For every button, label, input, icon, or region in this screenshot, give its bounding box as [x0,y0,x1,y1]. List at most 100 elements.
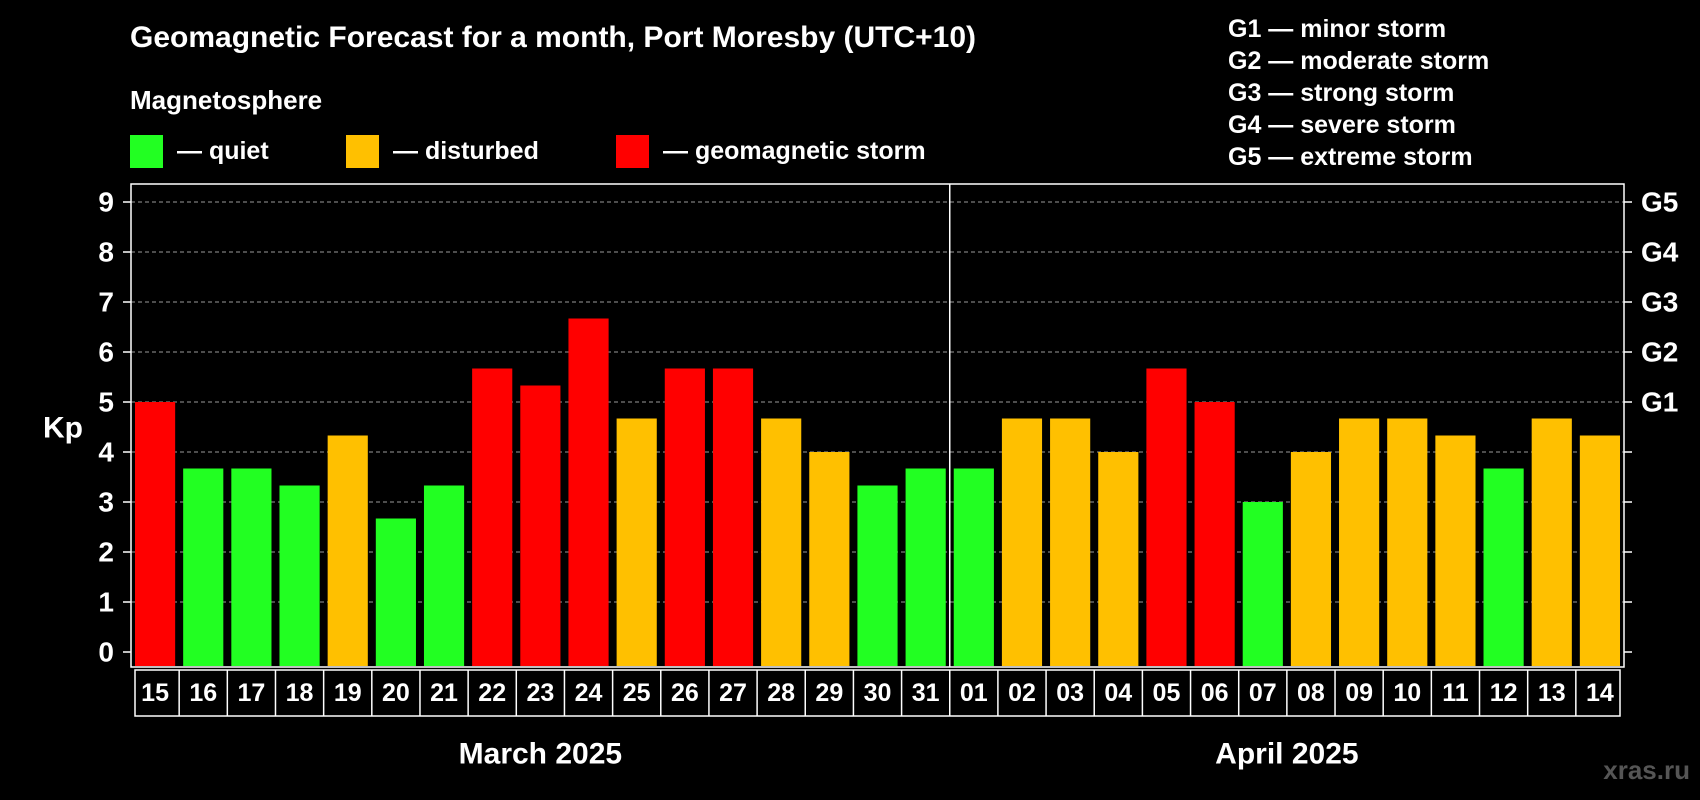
x-tick-label-11: 11 [1442,679,1469,707]
x-tick-label-01: 01 [960,679,988,707]
chart-title: Geomagnetic Forecast for a month, Port M… [130,21,976,54]
g-scale-g1: G1 — minor storm [1228,15,1447,43]
bar-30 [857,485,898,666]
bar-12 [1483,468,1524,666]
bar-27 [712,368,754,666]
bar-06 [1194,402,1235,666]
y-tick-label-2: 2 [98,537,114,568]
bar-02 [1001,418,1043,666]
y-tick-label-6: 6 [98,337,114,368]
x-tick-label-10: 10 [1393,679,1421,707]
x-tick-label-24: 24 [575,679,603,707]
x-tick-label-15: 15 [141,679,169,707]
right-tick-label-G5: G5 [1641,187,1678,218]
right-tick-label-G4: G4 [1641,237,1679,268]
right-tick-label-G1: G1 [1641,387,1678,418]
g-scale-g5: G5 — extreme storm [1228,143,1473,171]
x-tick-label-06: 06 [1201,679,1229,707]
x-tick-label-28: 28 [767,679,795,707]
bar-08 [1290,452,1332,666]
legend-swatch-quiet [130,134,163,168]
y-tick-label-1: 1 [98,587,114,618]
right-tick-label-G2: G2 [1641,337,1678,368]
x-tick-label-18: 18 [286,679,314,707]
x-tick-label-13: 13 [1538,679,1566,707]
month-label-0: March 2025 [459,738,622,771]
right-tick-label-G3: G3 [1641,287,1678,318]
bar-03 [1050,418,1091,666]
g-scale-legend: G1 — minor storm G2 — moderate storm G3 … [1228,13,1489,173]
x-tick-label-07: 07 [1249,679,1277,707]
bar-28 [761,418,802,666]
legend-swatch-disturbed [346,134,379,168]
legend-label-storm: — geomagnetic storm [663,136,926,165]
x-tick-label-14: 14 [1586,679,1614,707]
legend-storm: — geomagnetic storm [616,134,926,168]
x-tick-label-12: 12 [1490,679,1518,707]
g-scale-g2: G2 — moderate storm [1228,47,1490,75]
bar-11 [1435,435,1476,666]
x-tick-label-22: 22 [478,679,506,707]
y-tick-label-3: 3 [98,487,114,518]
x-tick-label-26: 26 [671,679,699,707]
bar-10 [1387,418,1428,666]
bar-24 [568,318,609,666]
legend-disturbed: — disturbed [346,134,539,168]
bar-22 [472,368,513,666]
x-tick-label-09: 09 [1345,679,1373,707]
bar-04 [1098,452,1139,666]
x-tick-label-29: 29 [815,679,843,707]
bar-07 [1242,502,1283,666]
bar-14 [1579,435,1620,666]
y-tick-label-4: 4 [98,437,114,468]
legend-label-disturbed: — disturbed [393,136,539,165]
g-scale-g3: G3 — strong storm [1228,79,1455,107]
x-tick-label-23: 23 [526,679,554,707]
x-tick-label-20: 20 [382,679,410,707]
bar-19 [327,435,368,666]
x-tick-label-30: 30 [864,679,892,707]
bar-16 [183,468,224,666]
chart-subtitle: Magnetosphere [130,85,323,115]
bar-26 [664,368,705,666]
bar-17 [231,468,272,666]
y-axis-label: Kp [43,412,83,445]
x-tick-label-17: 17 [237,679,265,707]
legend-swatch-storm [616,134,649,168]
x-labels-frame [134,669,1621,717]
x-tick-label-16: 16 [189,679,217,707]
bar-21 [423,485,465,666]
legend-quiet: — quiet [130,134,269,168]
y-tick-label-9: 9 [98,187,114,218]
bar-18 [279,485,320,666]
y-tick-label-5: 5 [98,387,114,418]
bar-25 [616,418,657,666]
bar-09 [1339,418,1380,666]
plot-frame [130,183,1625,668]
g-scale-g4: G4 — severe storm [1228,111,1456,139]
x-tick-label-21: 21 [430,679,458,707]
x-tick-label-27: 27 [719,679,747,707]
bar-29 [809,452,850,666]
x-tick-label-25: 25 [623,679,651,707]
y-tick-label-8: 8 [98,237,114,268]
bar-15 [135,402,176,666]
bar-31 [905,468,946,666]
watermark: xras.ru [1603,755,1690,785]
x-tick-label-02: 02 [1008,679,1036,707]
bar-20 [375,518,416,666]
x-tick-label-03: 03 [1056,679,1084,707]
y-tick-label-0: 0 [98,637,114,668]
y-tick-label-7: 7 [98,287,114,318]
bar-05 [1146,368,1187,666]
bar-01 [953,468,994,666]
x-tick-label-05: 05 [1153,679,1181,707]
month-label-1: April 2025 [1215,738,1358,771]
legend-label-quiet: — quiet [177,136,269,165]
x-tick-label-31: 31 [912,679,940,707]
bar-23 [520,385,561,666]
x-tick-label-19: 19 [334,679,362,707]
bar-13 [1531,418,1572,666]
x-tick-label-04: 04 [1104,679,1132,707]
